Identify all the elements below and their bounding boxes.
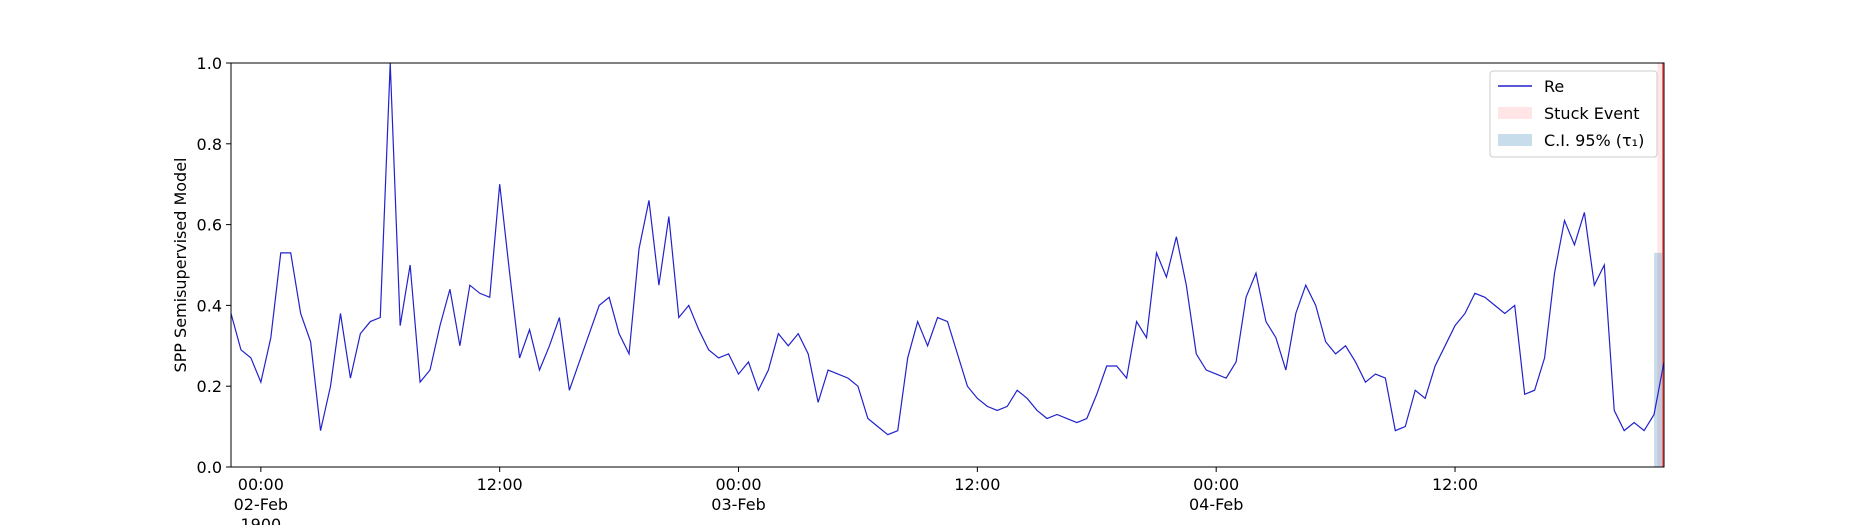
x-tick-label: 00:00 04-Feb xyxy=(1189,475,1243,514)
legend-patch xyxy=(1498,134,1532,146)
x-tick-label: 12:00 xyxy=(1432,475,1478,494)
x-tick-label: 12:00 xyxy=(477,475,523,494)
data-line xyxy=(230,62,1665,436)
y-tick-label: 0.8 xyxy=(197,135,222,154)
x-tick-label: 00:00 03-Feb xyxy=(711,475,765,514)
span xyxy=(1657,63,1664,467)
legend-patch xyxy=(1498,107,1532,119)
y-tick-label: 1.0 xyxy=(197,54,222,73)
span xyxy=(1654,252,1664,467)
legend-box xyxy=(1489,70,1658,158)
plot-frame xyxy=(230,62,1665,468)
y-tick-label: 0.0 xyxy=(197,458,222,477)
legend-label: Re xyxy=(1544,77,1564,96)
legend-label: C.I. 95% (τ₁) xyxy=(1544,131,1644,150)
x-tick-label: 12:00 xyxy=(954,475,1000,494)
y-axis-label: SPP Semisupervised Model xyxy=(171,158,190,373)
y-tick-label: 0.4 xyxy=(197,296,222,315)
y-tick-label: 0.2 xyxy=(197,377,222,396)
legend-label: Stuck Event xyxy=(1544,104,1640,123)
x-tick-label: 00:00 02-Feb 1900 xyxy=(234,475,288,525)
y-tick-label: 0.6 xyxy=(197,216,222,235)
